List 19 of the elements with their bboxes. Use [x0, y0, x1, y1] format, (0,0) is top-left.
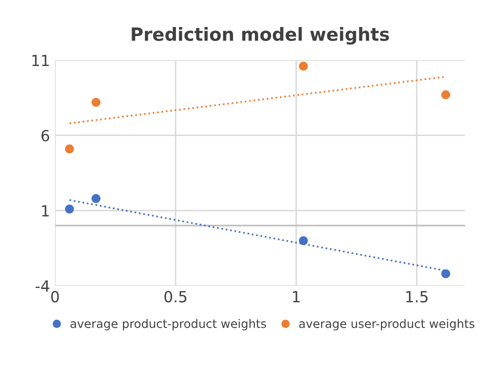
x-tick-label: 1.5: [406, 291, 428, 302]
x-tick-label: 0: [51, 290, 59, 302]
legend-label: average product-product weights: [70, 318, 266, 330]
chart-title: Prediction model weights: [132, 26, 389, 45]
y-tick-label: -4: [36, 280, 50, 292]
legend-label: average user-product weights: [299, 318, 474, 330]
point: [441, 269, 450, 278]
y-tick-label: 11: [32, 54, 49, 66]
y-tick-label: 6: [41, 130, 50, 142]
point: [298, 236, 308, 246]
x-tick-label: 1: [292, 291, 300, 302]
point: [441, 90, 450, 100]
y-tick-label: 1: [42, 205, 49, 216]
point: [64, 144, 74, 154]
point: [64, 204, 74, 214]
point: [92, 194, 100, 204]
x-tick-label: 0.5: [164, 290, 186, 302]
point: [298, 62, 308, 71]
point: [92, 98, 100, 107]
